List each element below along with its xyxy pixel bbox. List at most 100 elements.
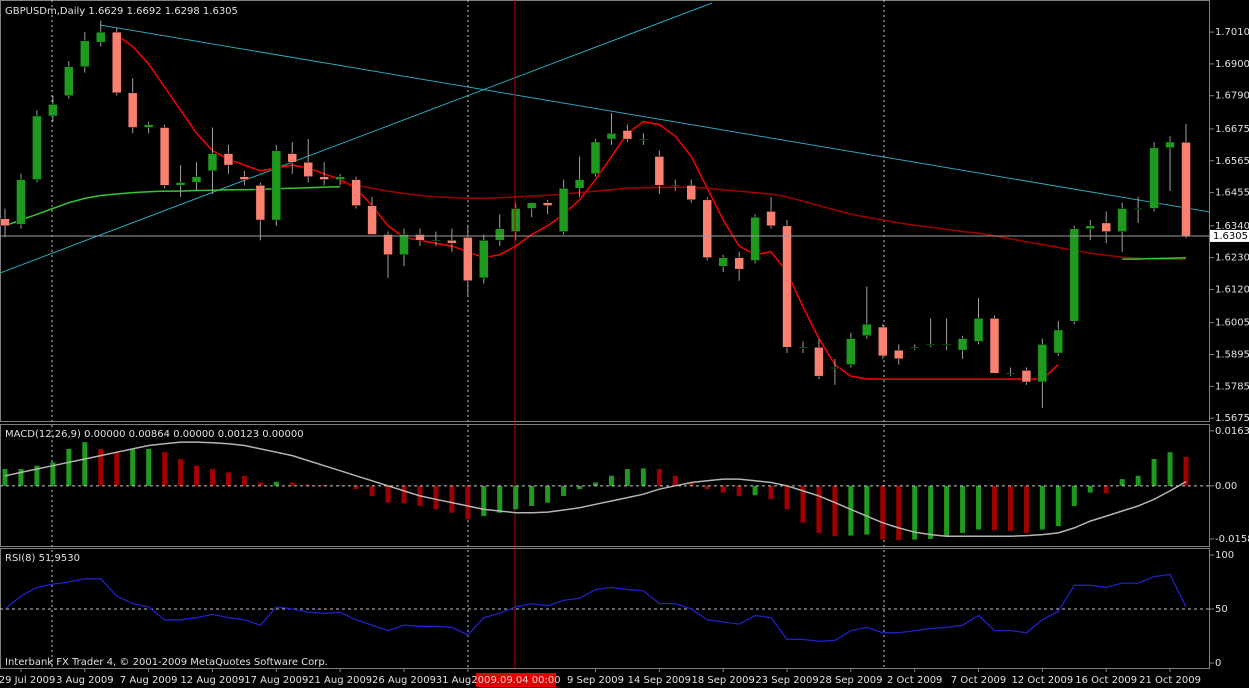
candle-body	[686, 185, 697, 201]
candle-body	[383, 234, 393, 255]
histogram-bar	[976, 485, 982, 530]
y-tick-label: 1.7010	[1215, 27, 1249, 38]
candle-body	[925, 344, 936, 346]
candle-body	[1037, 344, 1048, 383]
histogram-bar	[130, 448, 136, 486]
histogram-bar	[497, 485, 503, 513]
candle-body	[0, 218, 10, 227]
current-price-label: 1.6305	[1213, 231, 1248, 242]
x-tick-label: 7 Aug 2009	[120, 675, 178, 686]
histogram-bar	[912, 485, 918, 540]
y-tick-label: 1.6455	[1215, 188, 1249, 199]
histogram-bar	[768, 485, 774, 500]
candle-body	[303, 161, 313, 177]
histogram-bar	[481, 485, 487, 517]
candle-body	[207, 153, 218, 172]
rsi-line	[4, 573, 1187, 643]
moving-average	[339, 181, 1186, 261]
trendline	[99, 24, 1211, 213]
histogram-bar	[944, 485, 950, 537]
histogram-bar	[449, 485, 455, 513]
candle-body	[846, 338, 856, 365]
histogram-bar	[577, 485, 583, 490]
x-tick-label: 21 Oct 2009	[1139, 675, 1201, 686]
histogram-bar	[98, 448, 104, 486]
histogram-bar	[162, 452, 168, 486]
histogram-bar	[433, 485, 439, 510]
candle-body	[750, 216, 760, 261]
x-tick-label: 12 Oct 2009	[1011, 675, 1073, 686]
histogram-bar	[816, 485, 822, 533]
histogram-bar	[752, 485, 758, 496]
histogram-bar	[704, 485, 710, 490]
candle-body	[64, 66, 74, 96]
x-tick-label: 2 Oct 2009	[887, 675, 942, 686]
histogram-bar	[1135, 475, 1141, 486]
histogram-bar	[50, 462, 56, 486]
y-tick-label: 0.01635	[1215, 426, 1249, 437]
histogram-bar	[1023, 485, 1029, 533]
histogram-bar	[289, 482, 295, 486]
histogram-bar	[209, 469, 215, 486]
y-tick-label: 100	[1215, 550, 1234, 561]
histogram-bar	[1071, 485, 1077, 507]
histogram-bar	[896, 485, 902, 541]
candle-body	[718, 257, 728, 267]
crosshair-box	[476, 673, 556, 687]
candle-body	[96, 31, 106, 43]
histogram-bar	[1183, 456, 1189, 486]
y-tick-label: 1.6340	[1215, 221, 1249, 232]
y-tick-label: 1.6675	[1215, 124, 1249, 135]
candle-body	[271, 150, 282, 221]
rsi-frame	[0, 548, 1210, 669]
candle-body	[1005, 373, 1016, 375]
candle-body	[175, 182, 186, 186]
candle-body	[479, 240, 489, 279]
candle-body	[1085, 225, 1095, 229]
candle-body	[734, 257, 744, 270]
rsi-title: RSI(8) 51.9530	[5, 553, 80, 564]
candle-body	[798, 347, 808, 349]
candle-body	[862, 323, 872, 336]
x-tick-label: 29 Jul 2009	[0, 675, 55, 686]
candle-body	[287, 153, 298, 163]
candle-body	[111, 31, 122, 94]
histogram-bar	[305, 484, 311, 486]
current-price-box	[1210, 229, 1249, 242]
candle-body	[654, 156, 665, 186]
candle-body	[431, 240, 441, 242]
y-tick-label: 1.6120	[1215, 284, 1249, 295]
histogram-bar	[608, 475, 614, 486]
y-tick-label: 1.5785	[1215, 381, 1249, 392]
trendlines	[0, 2, 1211, 274]
candle-body	[590, 141, 601, 175]
candle-body	[814, 347, 824, 377]
y-tick-label: 0.00	[1215, 481, 1237, 492]
histogram-bar	[1151, 458, 1157, 486]
y-tick-label: 1.6005	[1215, 318, 1249, 329]
histogram-bar	[991, 485, 997, 531]
y-tick-label: 50	[1215, 604, 1228, 615]
histogram-bar	[337, 485, 343, 486]
candle-body	[463, 237, 473, 282]
candle-body	[191, 176, 202, 183]
candle-body	[335, 176, 345, 180]
candle-body	[558, 187, 569, 232]
histogram-bar	[720, 485, 726, 493]
x-tick-label: 23 Sep 2009	[755, 675, 818, 686]
histogram-bar	[784, 485, 790, 510]
histogram-bar	[848, 485, 854, 536]
histogram-bar	[529, 485, 535, 507]
histogram-bar	[513, 485, 519, 510]
candle-body	[766, 211, 776, 227]
histogram-bar	[18, 469, 24, 486]
y-tick-label: 1.5895	[1215, 349, 1249, 360]
candle-body	[1117, 208, 1127, 232]
candle-body	[399, 234, 409, 255]
candle-body	[1021, 370, 1032, 383]
candle-body	[447, 240, 457, 244]
candle-body	[255, 185, 266, 221]
histogram-bar	[401, 485, 407, 504]
histogram-bar	[672, 475, 678, 486]
price-frame	[0, 0, 1210, 422]
